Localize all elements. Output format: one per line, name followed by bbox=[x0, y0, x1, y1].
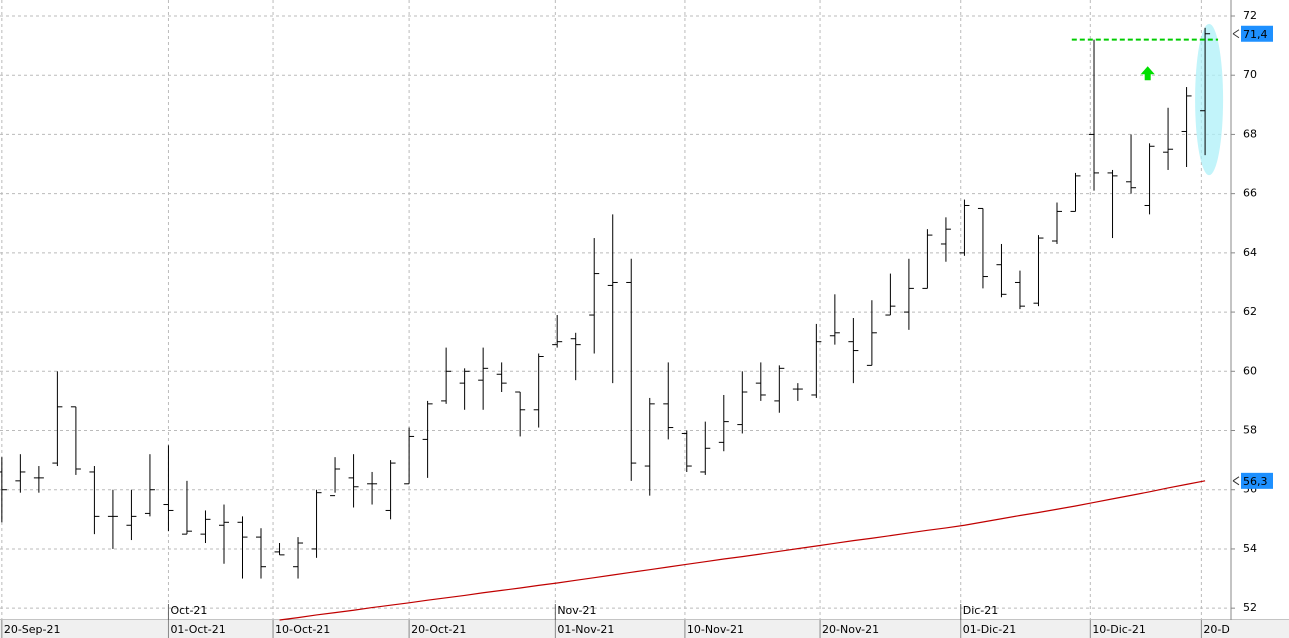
month-label: Nov-21 bbox=[557, 604, 596, 617]
last-price-box bbox=[1241, 25, 1273, 42]
x-tick-label: 01-Nov-21 bbox=[557, 623, 614, 636]
last-average-pointer bbox=[1232, 476, 1240, 486]
x-axis-band bbox=[0, 620, 1289, 638]
x-tick-label: 10-Nov-21 bbox=[687, 623, 744, 636]
month-label: Oct-21 bbox=[170, 604, 207, 617]
y-tick-label: 58 bbox=[1243, 424, 1257, 437]
last-price-label: 71,4 bbox=[1243, 28, 1268, 41]
y-tick-label: 68 bbox=[1243, 127, 1257, 140]
last-price-pointer bbox=[1232, 29, 1240, 39]
y-tick-label: 72 bbox=[1243, 9, 1257, 22]
highlight bbox=[1195, 23, 1224, 176]
x-tick-label: 20-Sep-21 bbox=[4, 623, 61, 636]
x-tick-label: 20-D bbox=[1203, 623, 1229, 636]
y-tick-label: 52 bbox=[1243, 601, 1257, 614]
x-tick-label: 10-Oct-21 bbox=[275, 623, 330, 636]
y-tick-label: 64 bbox=[1243, 246, 1257, 259]
y-tick-label: 70 bbox=[1243, 68, 1257, 81]
x-tick-label: 01-Oct-21 bbox=[170, 623, 225, 636]
y-tick-label: 54 bbox=[1243, 542, 1257, 555]
x-tick-label: 20-Nov-21 bbox=[822, 623, 879, 636]
x-tick-label: 10-Dic-21 bbox=[1092, 623, 1146, 636]
x-tick-label: 20-Oct-21 bbox=[411, 623, 466, 636]
month-label: Dic-21 bbox=[963, 604, 999, 617]
last-average-label: 56,3 bbox=[1243, 475, 1268, 488]
moving-average-line bbox=[279, 480, 1206, 621]
y-tick-label: 60 bbox=[1243, 364, 1257, 377]
last-average-box bbox=[1241, 472, 1273, 489]
x-tick-label: 01-Dic-21 bbox=[963, 623, 1017, 636]
y-tick-label: 62 bbox=[1243, 305, 1257, 318]
y-tick-label: 66 bbox=[1243, 187, 1257, 200]
up-arrow bbox=[1140, 66, 1155, 81]
